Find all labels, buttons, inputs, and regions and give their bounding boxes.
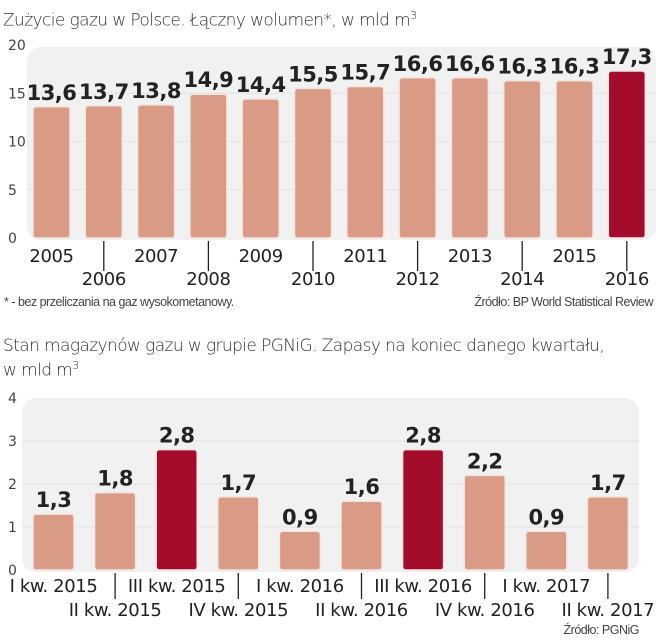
chart2-ytick-label: 1 (8, 520, 17, 536)
chart2-x-label: I kw. 2016 (256, 576, 344, 597)
chart2-bar (278, 530, 322, 571)
chart2-bar (340, 500, 383, 571)
chart1-data-label: 17,3 (602, 45, 652, 69)
chart1-bar (293, 87, 333, 239)
chart1-bar (607, 70, 647, 239)
chart2-source: Źródło: PGNiG (563, 623, 640, 637)
chart2-data-label: 1,8 (97, 467, 133, 491)
chart2-bar (586, 496, 630, 571)
chart1-x-label: 2010 (291, 269, 335, 290)
chart2-x-label: III kw. 2015 (128, 576, 226, 597)
chart2-x-label: III kw. 2016 (374, 576, 472, 597)
chart1-bar (555, 79, 594, 239)
chart1-bar (346, 85, 385, 239)
chart2-data-label: 1,3 (36, 488, 72, 512)
chart1-x-label: 2009 (239, 246, 283, 267)
chart2-data-label: 2,8 (159, 424, 195, 448)
chart2-data-label: 2,8 (405, 424, 441, 448)
chart2-ytick-label: 0 (8, 563, 17, 579)
chart1-data-label: 16,6 (445, 52, 495, 76)
chart2-data-label: 0,9 (528, 505, 564, 529)
chart2-data-label: 1,7 (220, 471, 256, 495)
chart1-data-label: 15,5 (288, 62, 338, 86)
chart2-data-label: 0,9 (282, 505, 318, 529)
chart2-ytick-label: 3 (8, 434, 17, 450)
chart2-x-label: I kw. 2015 (10, 576, 98, 597)
chart1-x-label: 2008 (186, 269, 230, 290)
chart1-bar (32, 106, 71, 239)
chart2-ytick-label: 2 (8, 477, 17, 493)
chart2-plot-panel (22, 398, 639, 572)
chart2-bar (155, 448, 198, 571)
chart2-title-sup: 3 (72, 359, 79, 372)
chart1-data-label: 13,6 (27, 81, 77, 105)
chart1-title-sup: 3 (410, 9, 417, 22)
chart1-source: Źródło: BP World Statistical Review (474, 295, 653, 309)
chart2-x-label: IV kw. 2016 (435, 600, 535, 621)
chart2-title-line2: w mld m (3, 360, 73, 381)
chart1-x-label: 2014 (500, 269, 544, 290)
chart1-data-label: 16,6 (393, 52, 443, 76)
chart2-title-line2-wrap: w mld m3 (3, 356, 604, 381)
chart2-x-label: II kw. 2017 (562, 600, 655, 621)
chart1-title: Zużycie gazu w Polsce. Łączny wolumen*, … (3, 6, 417, 31)
chart1-title-text: Zużycie gazu w Polsce. Łączny wolumen*, … (3, 10, 411, 31)
chart1-bar (398, 77, 437, 239)
chart2-title-line1: Stan magazynów gazu w grupie PGNiG. Zapa… (3, 336, 605, 356)
chart1-x-label: 2007 (134, 246, 178, 267)
chart1-bar (241, 98, 280, 239)
chart1-footnote: * - bez przeliczania na gaz wysokometano… (4, 295, 234, 309)
chart1-ytick-label: 20 (8, 38, 26, 54)
chart1-x-label: 2013 (448, 246, 492, 267)
chart1-x-label: 2015 (552, 246, 596, 267)
chart1-x-label: 2016 (605, 269, 649, 290)
chart1-bar (136, 104, 176, 239)
chart1-bar (502, 79, 542, 239)
chart2-ytick-label: 4 (8, 391, 17, 407)
chart2-x-label: I kw. 2017 (502, 576, 590, 597)
chart1-data-label: 13,8 (131, 79, 181, 103)
chart1-bar (450, 77, 490, 239)
chart1-bar (84, 105, 124, 239)
chart1-x-label: 2005 (29, 246, 73, 267)
chart1-plot-panel (27, 47, 656, 240)
chart1-data-label: 14,9 (183, 68, 233, 92)
chart2-bar (32, 513, 75, 571)
chart1-ytick-label: 0 (8, 231, 17, 247)
chart2-bar (525, 530, 568, 571)
chart1-x-label: 2012 (395, 269, 439, 290)
chart2-x-label: II kw. 2015 (69, 600, 162, 621)
chart1-x-label: 2011 (343, 246, 387, 267)
chart2-data-label: 1,7 (590, 471, 626, 495)
chart1-data-label: 15,7 (340, 60, 390, 84)
chart1-data-label: 16,3 (497, 55, 547, 79)
chart2-bar (217, 496, 260, 571)
chart2-bar (401, 448, 445, 571)
chart2-data-label: 1,6 (344, 475, 380, 499)
chart2-title: Stan magazynów gazu w grupie PGNiG. Zapa… (3, 336, 605, 381)
chart1-bar (189, 93, 228, 239)
chart2-bar (93, 491, 137, 571)
chart2-x-label: IV kw. 2015 (188, 600, 288, 621)
chart1-data-label: 16,3 (550, 55, 600, 79)
chart1-ytick-label: 10 (8, 135, 26, 151)
chart1-data-label: 13,7 (79, 80, 129, 104)
chart2-data-label: 2,2 (467, 449, 503, 473)
chart2-bar (463, 474, 506, 571)
chart1-ytick-label: 15 (8, 86, 26, 102)
chart1-x-label: 2006 (82, 269, 126, 290)
chart2-x-label: II kw. 2016 (315, 600, 408, 621)
chart1-data-label: 14,4 (236, 73, 286, 97)
chart1-ytick-label: 5 (8, 183, 17, 199)
chart1-svg: 0 5 10 15 20 13,6 2005 13,7 2006 13,8 2007 14,9 2008… (8, 38, 656, 290)
